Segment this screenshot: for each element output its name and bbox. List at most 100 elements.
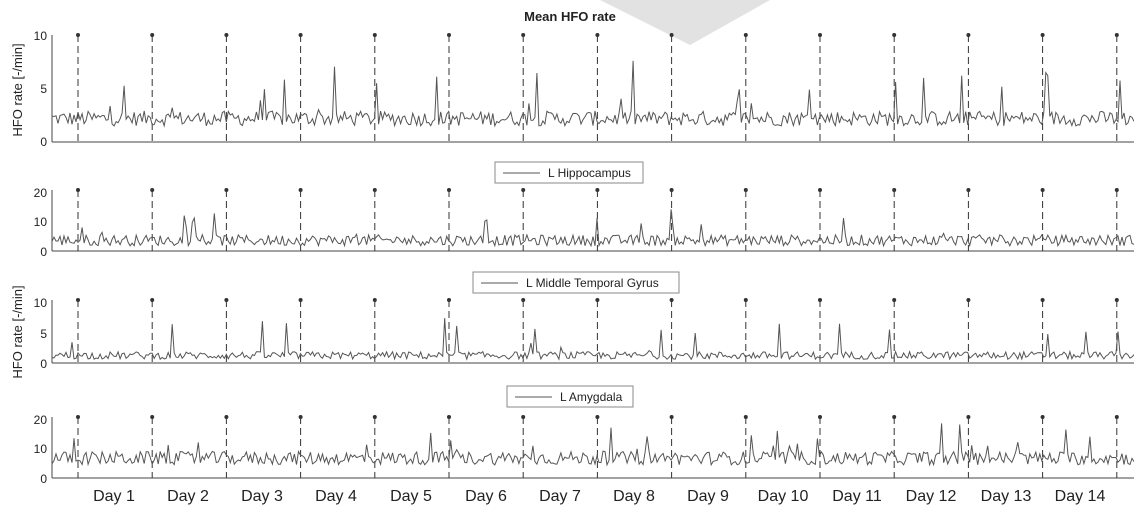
day-marker-dot xyxy=(595,298,600,302)
day-marker-dot xyxy=(1114,33,1119,37)
y-axis-label: HFO rate [-/min] xyxy=(10,43,25,136)
day-marker-dot xyxy=(372,415,377,419)
x-tick-label: Day 12 xyxy=(906,488,957,505)
day-marker-dot xyxy=(224,188,229,192)
x-tick-label: Day 6 xyxy=(465,488,507,505)
day-marker-dot xyxy=(966,415,971,419)
day-marker-dot xyxy=(892,415,897,419)
day-marker-dot xyxy=(1040,188,1045,192)
day-marker-dot xyxy=(595,415,600,419)
series-line xyxy=(51,318,1134,361)
day-marker-dot xyxy=(76,415,80,419)
day-marker-dot xyxy=(743,298,748,302)
x-tick-label: Day 2 xyxy=(167,488,209,505)
x-tick-label: Day 13 xyxy=(981,488,1032,505)
panel-middle-temporal-gyrus: L Middle Temporal Gyrus HFO rate [-/min]… xyxy=(10,271,1134,379)
y-tick-label: 0 xyxy=(40,135,47,149)
day-marker-dot xyxy=(224,298,229,302)
legend-box xyxy=(494,161,644,184)
day-marker-dot xyxy=(447,298,451,302)
day-marker-dot xyxy=(521,298,526,302)
legend-label: L Hippocampus xyxy=(548,166,631,180)
x-tick-label: Day 8 xyxy=(613,488,655,505)
day-marker-dot xyxy=(892,188,897,192)
y-tick-label: 5 xyxy=(40,82,47,96)
day-marker-dot xyxy=(521,415,526,419)
day-markers xyxy=(76,188,1119,251)
day-marker-dot xyxy=(1040,415,1045,419)
x-tick-label: Day 3 xyxy=(241,488,283,505)
day-marker-dot xyxy=(743,415,748,419)
x-tick-label: Day 10 xyxy=(758,488,809,505)
day-marker-dot xyxy=(224,33,229,37)
day-marker-dot xyxy=(447,188,451,192)
y-tick-label: 20 xyxy=(34,186,48,200)
series-line xyxy=(51,209,1134,248)
x-tick-label: Day 9 xyxy=(687,488,729,505)
day-marker-dot xyxy=(76,298,80,302)
day-marker-dot xyxy=(372,33,377,37)
day-marker-dot xyxy=(966,33,971,37)
y-tick-label: 0 xyxy=(40,245,47,259)
day-marker-dot xyxy=(1114,298,1119,302)
legend-box xyxy=(506,385,634,408)
day-marker-dot xyxy=(966,298,971,302)
y-tick-label: 20 xyxy=(34,413,48,427)
panel-amygdala: L Amygdala 20 10 0 xyxy=(34,385,1134,486)
legend-box xyxy=(472,271,680,294)
series-line xyxy=(51,423,1134,467)
y-axis-label: HFO rate [-/min] xyxy=(10,285,25,378)
y-tick-label: 10 xyxy=(34,296,48,310)
x-tick-label: Day 14 xyxy=(1055,488,1106,505)
day-marker-dot xyxy=(298,298,303,302)
day-marker-dot xyxy=(1040,298,1045,302)
x-tick-label: Day 4 xyxy=(315,488,357,505)
day-marker-dot xyxy=(595,188,600,192)
series-line xyxy=(51,60,1134,128)
day-marker-dot xyxy=(150,415,155,419)
x-tick-labels: Day 1 Day 2 Day 3 Day 4 Day 5 Day 6 Day … xyxy=(93,488,1105,505)
day-marker-dot xyxy=(966,188,971,192)
y-tick-label: 10 xyxy=(34,215,48,229)
day-markers xyxy=(76,33,1119,142)
y-tick-label: 5 xyxy=(40,327,47,341)
day-marker-dot xyxy=(150,298,155,302)
day-marker-dot xyxy=(76,188,80,192)
day-marker-dot xyxy=(818,415,822,419)
x-tick-label: Day 1 xyxy=(93,488,135,505)
day-marker-dot xyxy=(447,33,451,37)
x-tick-label: Day 5 xyxy=(390,488,432,505)
legend-label: L Middle Temporal Gyrus xyxy=(526,276,659,290)
day-marker-dot xyxy=(818,298,822,302)
day-marker-dot xyxy=(743,188,748,192)
day-marker-dot xyxy=(224,415,229,419)
day-marker-dot xyxy=(892,33,897,37)
watermark xyxy=(600,0,770,45)
day-marker-dot xyxy=(595,33,600,37)
day-marker-dot xyxy=(669,188,674,192)
day-marker-dot xyxy=(76,33,80,37)
day-marker-dot xyxy=(447,415,451,419)
panel-title: Mean HFO rate xyxy=(524,9,616,24)
day-marker-dot xyxy=(1114,415,1119,419)
day-marker-dot xyxy=(521,33,526,37)
day-markers xyxy=(76,298,1119,363)
day-marker-dot xyxy=(669,298,674,302)
day-marker-dot xyxy=(150,33,155,37)
x-tick-label: Day 11 xyxy=(832,488,882,505)
y-tick-label: 10 xyxy=(34,29,48,43)
day-marker-dot xyxy=(298,415,303,419)
y-tick-label: 0 xyxy=(40,472,47,486)
day-marker-dot xyxy=(743,33,748,37)
day-marker-dot xyxy=(669,33,674,37)
day-markers xyxy=(76,415,1119,478)
day-marker-dot xyxy=(818,33,822,37)
day-marker-dot xyxy=(298,33,303,37)
panel-hippocampus: L Hippocampus 20 10 0 xyxy=(34,161,1134,259)
day-marker-dot xyxy=(150,188,155,192)
day-marker-dot xyxy=(1040,33,1045,37)
day-marker-dot xyxy=(818,188,822,192)
legend-label: L Amygdala xyxy=(560,390,623,404)
x-tick-label: Day 7 xyxy=(539,488,581,505)
